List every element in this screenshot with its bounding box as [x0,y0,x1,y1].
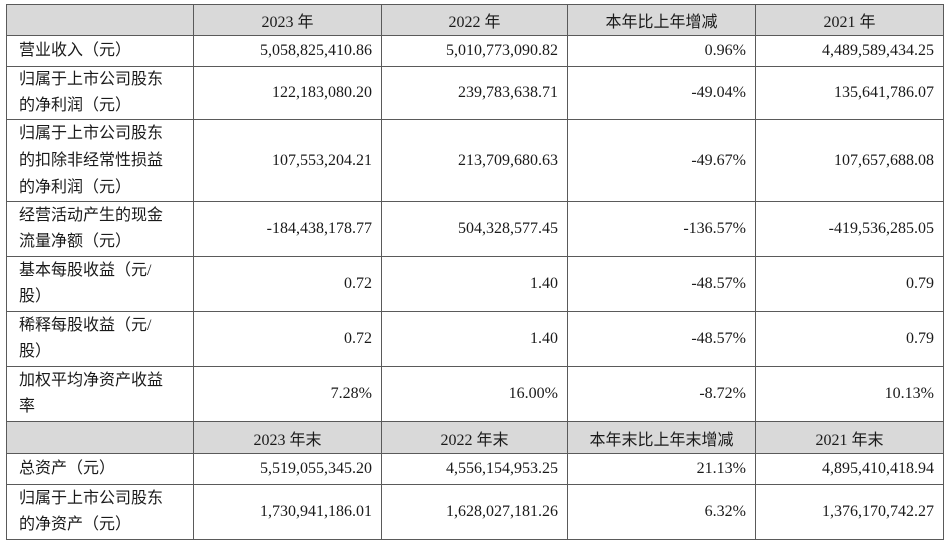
row-label-line: 股） [19,288,52,305]
cell-value-yoy-change: -49.04% [567,66,756,120]
row-label-line: 的净资产（元） [19,516,132,533]
table-row-operating-cash-flow: 经营活动产生的现金 流量净额（元） -184,438,178.77 504,32… [6,201,944,257]
row-label: 营业收入（元） [6,35,194,67]
cell-value-2022: 1,628,027,181.26 [381,484,568,540]
row-label-line: 的扣除非经常性损益 [19,152,164,169]
table-row-diluted-eps: 稀释每股收益（元/ 股） 0.72 1.40 -48.57% 0.79 [6,311,944,367]
cell-value-2022: 239,783,638.71 [381,66,568,120]
financial-table: 2023 年 2022 年 本年比上年增减 2021 年 营业收入（元） 5,0… [6,4,944,540]
row-label: 加权平均净资产收益 率 [6,366,194,422]
row-label-line: 归属于上市公司股东 [19,71,164,88]
cell-value-2023: 7.28% [193,366,382,422]
cell-value-yoy-change: 0.96% [567,35,756,67]
column-header-2023-yearend: 2023 年末 [193,421,382,454]
cell-value-2022: 1.40 [381,256,568,312]
cell-value-2021: 107,657,688.08 [755,119,944,202]
column-header-2021-yearend: 2021 年末 [755,421,944,454]
cell-value-2023: 5,519,055,345.20 [193,453,382,485]
row-label-line: 股） [19,343,52,360]
cell-value-2023: 122,183,080.20 [193,66,382,120]
row-label-line: 总资产（元） [19,460,116,477]
table-row-net-assets-attributable: 归属于上市公司股东 的净资产（元） 1,730,941,186.01 1,628… [6,484,944,540]
column-header-2022-yearend: 2022 年末 [381,421,568,454]
header-corner-cell [6,4,194,36]
cell-value-2021: 4,489,589,434.25 [755,35,944,67]
cell-value-2023: 0.72 [193,256,382,312]
cell-value-2023: 107,553,204.21 [193,119,382,202]
row-label: 基本每股收益（元/ 股） [6,256,194,312]
row-label-line: 率 [19,398,36,415]
column-header-2022: 2022 年 [381,4,568,36]
column-header-yoy-change: 本年比上年增减 [567,4,756,36]
table-row-net-profit-attributable: 归属于上市公司股东 的净利润（元） 122,183,080.20 239,783… [6,66,944,120]
cell-value-2023: 0.72 [193,311,382,367]
row-label: 经营活动产生的现金 流量净额（元） [6,201,194,257]
column-header-2023: 2023 年 [193,4,382,36]
cell-value-2021: 135,641,786.07 [755,66,944,120]
row-label-line: 归属于上市公司股东 [19,125,164,142]
cell-value-2023: -184,438,178.77 [193,201,382,257]
table-header-row-annual: 2023 年 2022 年 本年比上年增减 2021 年 [6,4,944,36]
cell-value-2021: 1,376,170,742.27 [755,484,944,540]
row-label-line: 加权平均净资产收益 [19,372,164,389]
row-label-line: 经营活动产生的现金 [19,207,164,224]
cell-value-yoy-change: -8.72% [567,366,756,422]
row-label-line: 归属于上市公司股东 [19,490,164,507]
row-label: 稀释每股收益（元/ 股） [6,311,194,367]
table-row-total-assets: 总资产（元） 5,519,055,345.20 4,556,154,953.25… [6,453,944,485]
table-row-net-profit-excl-nonrecurring: 归属于上市公司股东 的扣除非经常性损益 的净利润（元） 107,553,204.… [6,119,944,202]
cell-value-2022: 5,010,773,090.82 [381,35,568,67]
cell-value-yoy-change: -48.57% [567,311,756,367]
row-label-line: 流量净额（元） [19,233,132,250]
cell-value-yoy-change: 6.32% [567,484,756,540]
row-label-line: 的净利润（元） [19,179,132,196]
row-label-line: 基本每股收益（元/ [19,262,152,279]
row-label: 归属于上市公司股东 的净资产（元） [6,484,194,540]
cell-value-2022: 16.00% [381,366,568,422]
cell-value-2022: 213,709,680.63 [381,119,568,202]
cell-value-2021: 0.79 [755,311,944,367]
table-row-revenue: 营业收入（元） 5,058,825,410.86 5,010,773,090.8… [6,35,944,67]
cell-value-2021: 4,895,410,418.94 [755,453,944,485]
cell-value-2021: 10.13% [755,366,944,422]
cell-value-2023: 5,058,825,410.86 [193,35,382,67]
cell-value-2022: 504,328,577.45 [381,201,568,257]
cell-value-2022: 4,556,154,953.25 [381,453,568,485]
cell-value-yoy-change: -48.57% [567,256,756,312]
cell-value-yoy-change: -49.67% [567,119,756,202]
row-label-line: 稀释每股收益（元/ [19,317,152,334]
row-label: 归属于上市公司股东 的净利润（元） [6,66,194,120]
row-label: 归属于上市公司股东 的扣除非经常性损益 的净利润（元） [6,119,194,202]
cell-value-2021: -419,536,285.05 [755,201,944,257]
row-label-line: 的净利润（元） [19,97,132,114]
cell-value-yoy-change: 21.13% [567,453,756,485]
cell-value-yoy-change: -136.57% [567,201,756,257]
table-row-weighted-roe: 加权平均净资产收益 率 7.28% 16.00% -8.72% 10.13% [6,366,944,422]
column-header-2021: 2021 年 [755,4,944,36]
cell-value-2023: 1,730,941,186.01 [193,484,382,540]
cell-value-2021: 0.79 [755,256,944,312]
table-row-basic-eps: 基本每股收益（元/ 股） 0.72 1.40 -48.57% 0.79 [6,256,944,312]
table-header-row-yearend: 2023 年末 2022 年末 本年末比上年末增减 2021 年末 [6,421,944,454]
row-label-line: 营业收入（元） [19,42,132,59]
row-label: 总资产（元） [6,453,194,485]
column-header-yoy-change-yearend: 本年末比上年末增减 [567,421,756,454]
cell-value-2022: 1.40 [381,311,568,367]
header-corner-cell [6,421,194,454]
